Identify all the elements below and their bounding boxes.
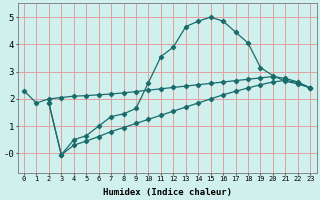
X-axis label: Humidex (Indice chaleur): Humidex (Indice chaleur) bbox=[103, 188, 232, 197]
